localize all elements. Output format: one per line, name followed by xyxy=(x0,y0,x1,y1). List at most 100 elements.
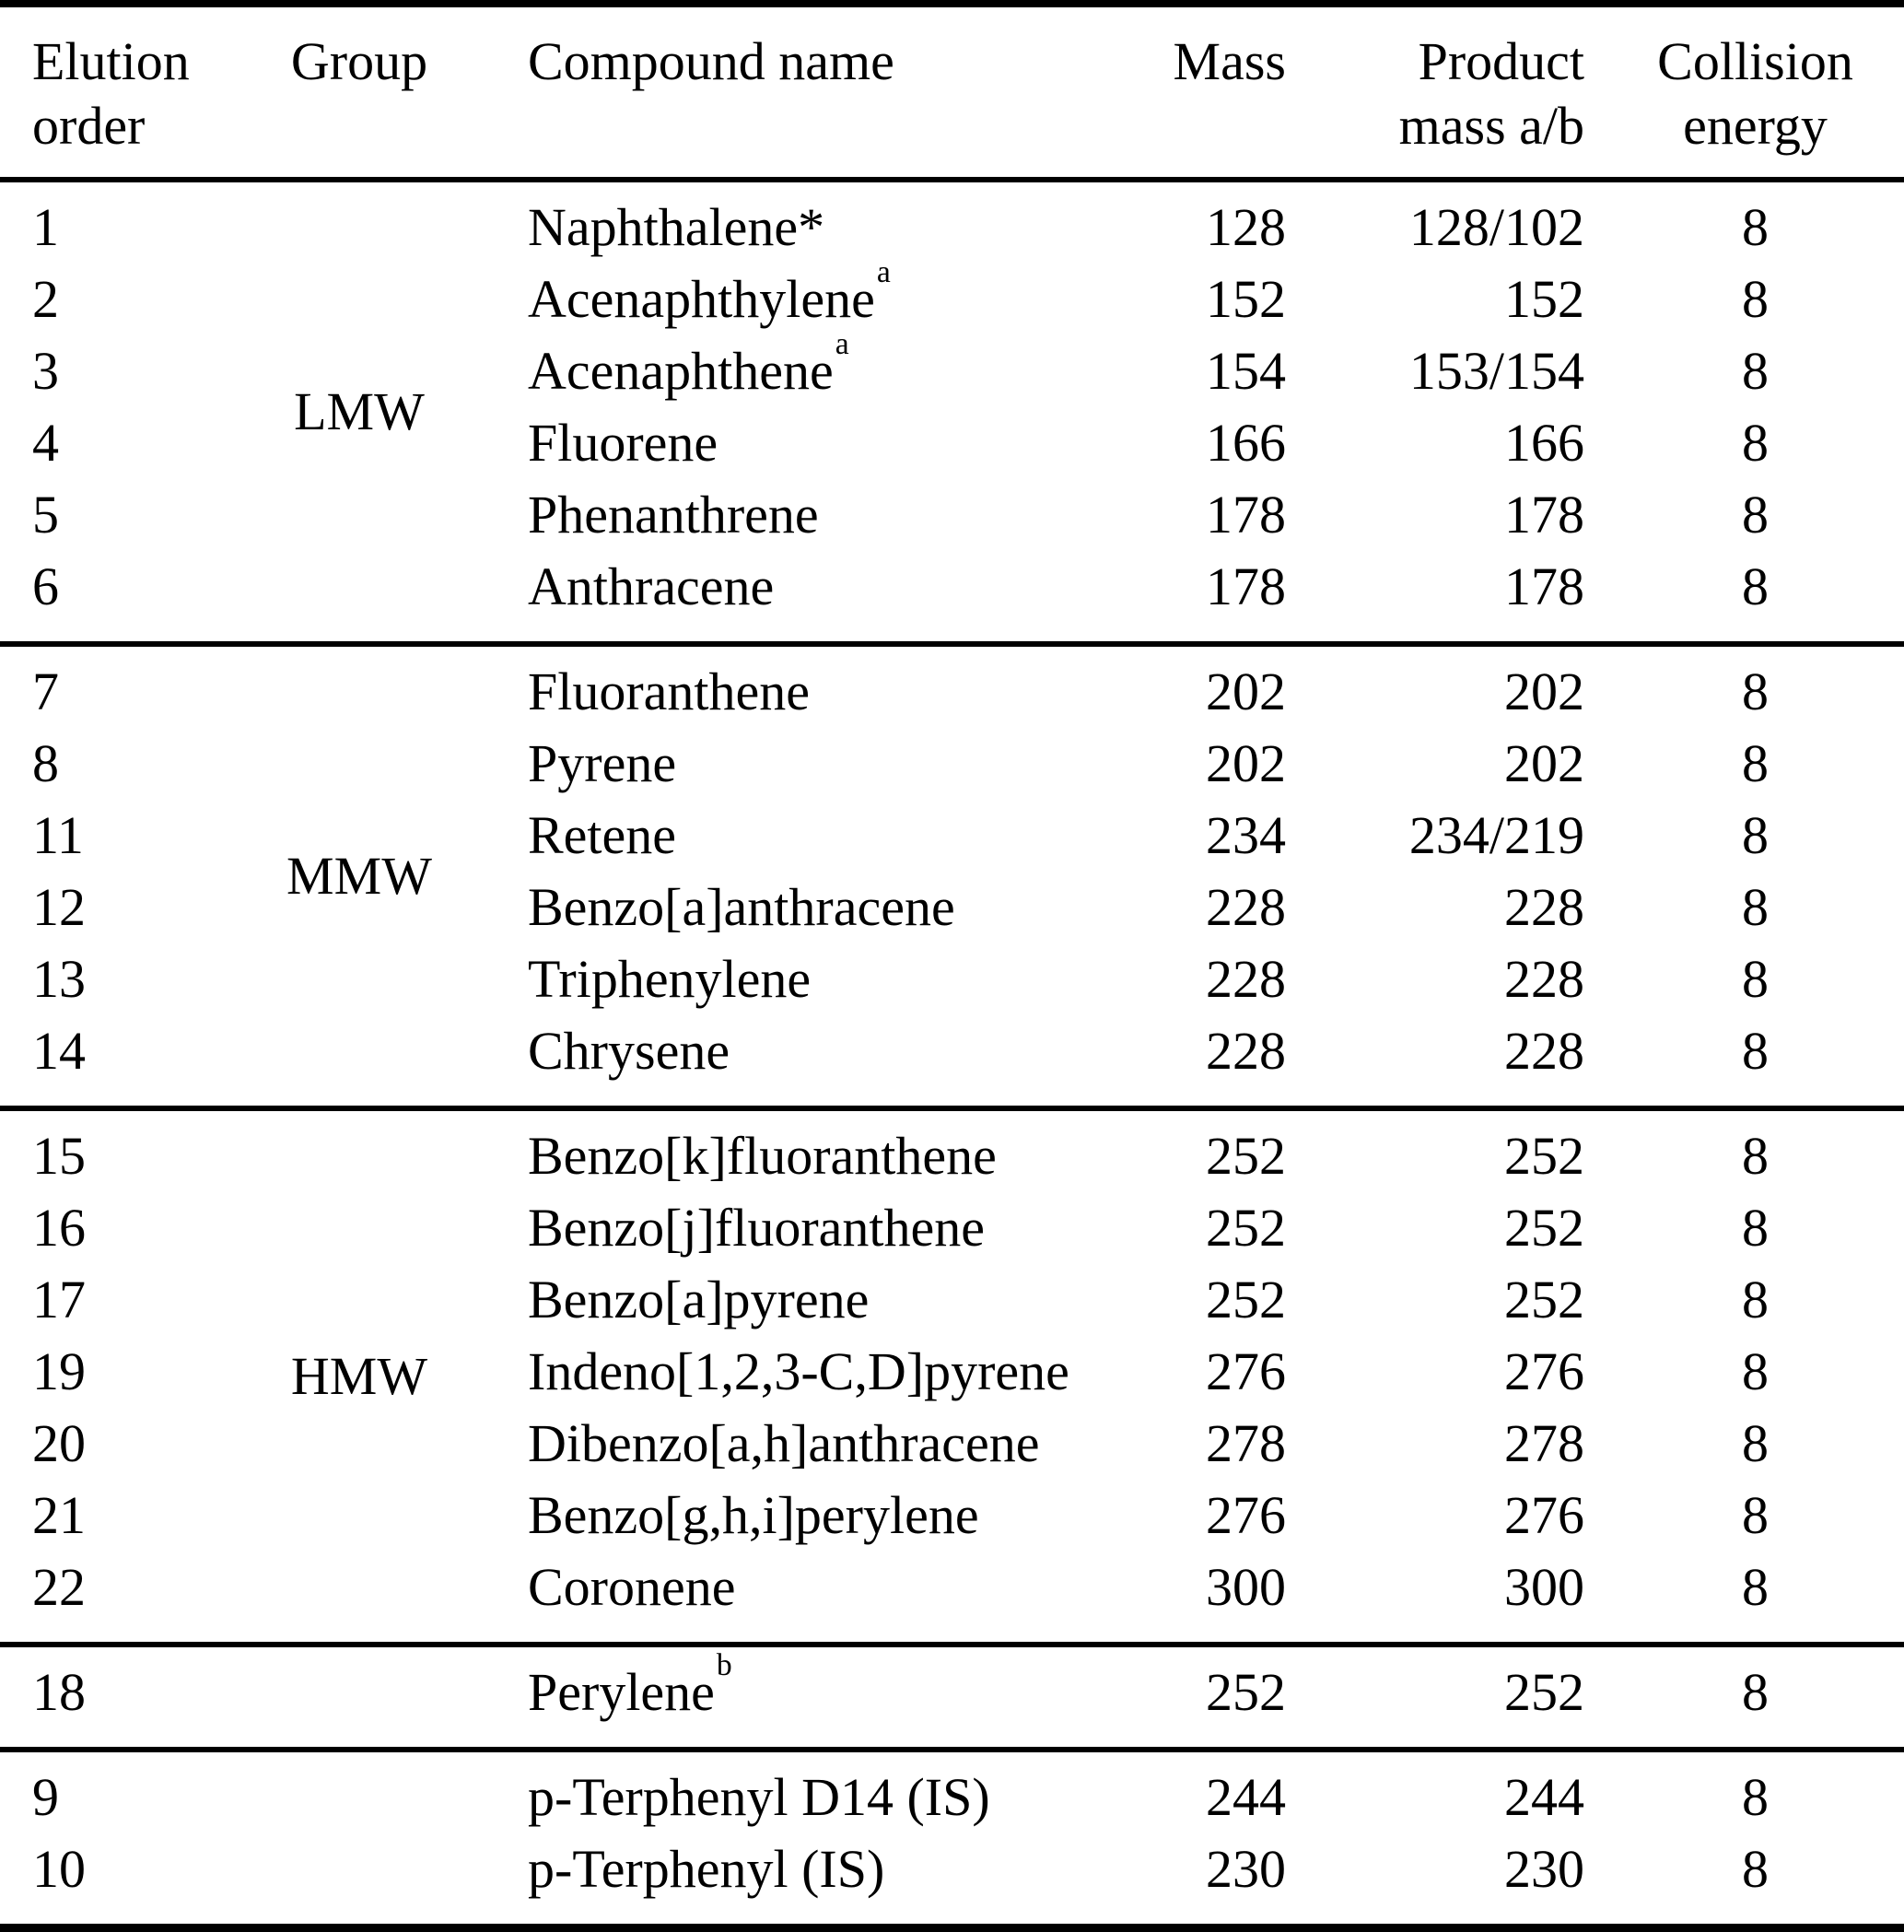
product-mass-cell: 202 xyxy=(1504,733,1584,793)
compound-name-cell: Benzo[a]pyrene xyxy=(507,1264,1105,1336)
compound-name: p-Terphenyl (IS) xyxy=(528,1839,885,1899)
compound-name: Naphthalene* xyxy=(528,197,825,257)
product-mass-cell: 128/102 xyxy=(1408,197,1584,257)
mass-cell: 252 xyxy=(1206,1198,1286,1258)
mass-cell: 276 xyxy=(1206,1341,1286,1401)
table-row: 10 p-Terphenyl (IS) 230 230 8 xyxy=(0,1833,1904,1928)
header-row: Elution order Group Compound name Mass Produc… xyxy=(0,4,1904,182)
header-group: Group xyxy=(212,4,507,182)
compound-name: Fluoranthene xyxy=(528,662,811,721)
compound-name: Phenanthrene xyxy=(528,485,819,544)
product-mass-cell: 178 xyxy=(1504,485,1584,544)
elution-order-cell: 1 xyxy=(32,197,59,257)
collision-energy-cell: 8 xyxy=(1742,485,1769,544)
header-elution: Elution order xyxy=(0,4,212,182)
collision-energy-cell: 8 xyxy=(1742,413,1769,473)
header-label: Group xyxy=(290,31,428,91)
header-compound: Compound name xyxy=(507,4,1105,182)
product-mass-cell: 234/219 xyxy=(1408,805,1584,865)
elution-order-cell: 13 xyxy=(32,949,86,1009)
table-row: 7 MMW Fluoranthene 202 202 8 xyxy=(0,644,1904,906)
product-mass-cell: 178 xyxy=(1504,556,1584,616)
mass-cell: 252 xyxy=(1206,1662,1286,1722)
elution-order-cell: 7 xyxy=(32,662,59,721)
compound-name: Benzo[a]pyrene xyxy=(528,1270,870,1329)
mass-cell: 128 xyxy=(1206,197,1286,257)
group-label: LMW xyxy=(294,381,425,441)
group-cell: LMW xyxy=(212,180,507,644)
header-energy: Collision energy xyxy=(1606,4,1904,182)
elution-order-cell: 5 xyxy=(32,485,59,544)
compound-name: Acenaphthylene xyxy=(528,269,875,329)
table-row: 4 Fluorene 166 166 8 xyxy=(0,407,1904,479)
mass-cell: 202 xyxy=(1206,733,1286,793)
mass-cell: 228 xyxy=(1206,949,1286,1009)
mass-cell: 300 xyxy=(1206,1557,1286,1617)
collision-energy-cell: 8 xyxy=(1742,1767,1769,1827)
compound-name: Coronene xyxy=(528,1557,736,1617)
section-lmw: 1 LMW Naphthalene* 128 128/102 8 2 Acenaphthyle… xyxy=(0,180,1904,644)
table-row: 14 Chrysene 228 228 8 xyxy=(0,1015,1904,1108)
table-row: 20 Dibenzo[a,h]anthracene 278 278 8 xyxy=(0,1408,1904,1480)
compound-name-cell: Fluoranthene xyxy=(507,644,1105,728)
compound-name: p-Terphenyl D14 (IS) xyxy=(528,1767,990,1827)
collision-energy-cell: 8 xyxy=(1742,1662,1769,1722)
group-cell xyxy=(212,1750,507,1928)
table-row: 16 Benzo[j]fluoranthene 252 252 8 xyxy=(0,1192,1904,1264)
elution-order-cell: 10 xyxy=(32,1839,86,1899)
header-label: energy xyxy=(1683,96,1828,156)
compound-name-cell: p-Terphenyl (IS) xyxy=(507,1833,1105,1928)
group-cell: HMW xyxy=(212,1108,507,1645)
mass-cell: 152 xyxy=(1206,269,1286,329)
compound-name-cell: Fluorene xyxy=(507,407,1105,479)
product-mass-cell: 166 xyxy=(1504,413,1584,473)
compound-name-cell: Acenaphthylenea xyxy=(507,263,1105,335)
elution-order-cell: 11 xyxy=(32,805,84,865)
compound-name: Retene xyxy=(528,805,677,865)
section-ungrouped: 18 Peryleneb 252 252 8 xyxy=(0,1645,1904,1750)
table-row: 2 Acenaphthylenea 152 152 8 xyxy=(0,263,1904,335)
elution-order-cell: 15 xyxy=(32,1126,86,1186)
product-mass-cell: 152 xyxy=(1504,269,1584,329)
compound-name-cell: Pyrene xyxy=(507,728,1105,800)
compound-footnote-mark: b xyxy=(716,1648,732,1683)
section-mmw: 7 MMW Fluoranthene 202 202 8 8 Pyrene 202 202 8 11 R… xyxy=(0,644,1904,1108)
compound-name: Benzo[j]fluoranthene xyxy=(528,1198,986,1258)
product-mass-cell: 278 xyxy=(1504,1413,1584,1473)
elution-order-cell: 20 xyxy=(32,1413,86,1473)
collision-energy-cell: 8 xyxy=(1742,1839,1769,1899)
compound-name: Fluorene xyxy=(528,413,718,473)
compound-name: Benzo[g,h,i]perylene xyxy=(528,1485,979,1545)
mass-cell: 230 xyxy=(1206,1839,1286,1899)
product-mass-cell: 252 xyxy=(1504,1662,1584,1722)
table-row: 21 Benzo[g,h,i]perylene 276 276 8 xyxy=(0,1480,1904,1551)
collision-energy-cell: 8 xyxy=(1742,662,1769,721)
mass-cell: 278 xyxy=(1206,1413,1286,1473)
product-mass-cell: 252 xyxy=(1504,1126,1584,1186)
compound-name-cell: Benzo[a]anthracene xyxy=(507,872,1105,943)
compound-name: Triphenylene xyxy=(528,949,812,1009)
collision-energy-cell: 8 xyxy=(1742,877,1769,937)
header-mass: Mass xyxy=(1105,4,1308,182)
compound-name-cell: Naphthalene* xyxy=(507,180,1105,263)
table-row: 1 LMW Naphthalene* 128 128/102 8 xyxy=(0,180,1904,441)
mass-cell: 252 xyxy=(1206,1270,1286,1329)
elution-order-cell: 22 xyxy=(32,1557,86,1617)
elution-order-cell: 17 xyxy=(32,1270,86,1329)
compound-name: Chrysene xyxy=(528,1021,730,1081)
mass-cell: 252 xyxy=(1206,1126,1286,1186)
mass-cell: 154 xyxy=(1206,341,1286,401)
table-row: 5 Phenanthrene 178 178 8 xyxy=(0,479,1904,551)
compound-name: Pyrene xyxy=(528,733,677,793)
compound-name-cell: Chrysene xyxy=(507,1015,1105,1108)
elution-order-cell: 3 xyxy=(32,341,59,401)
product-mass-cell: 252 xyxy=(1504,1270,1584,1329)
collision-energy-cell: 8 xyxy=(1742,1270,1769,1329)
product-mass-cell: 244 xyxy=(1504,1767,1584,1827)
compound-name-cell: Triphenylene xyxy=(507,943,1105,1015)
product-mass-cell: 228 xyxy=(1504,877,1584,937)
table-row: 22 Coronene 300 300 8 xyxy=(0,1551,1904,1645)
header-label: mass a/b xyxy=(1398,96,1584,156)
table-row: 12 Benzo[a]anthracene 228 228 8 xyxy=(0,872,1904,943)
